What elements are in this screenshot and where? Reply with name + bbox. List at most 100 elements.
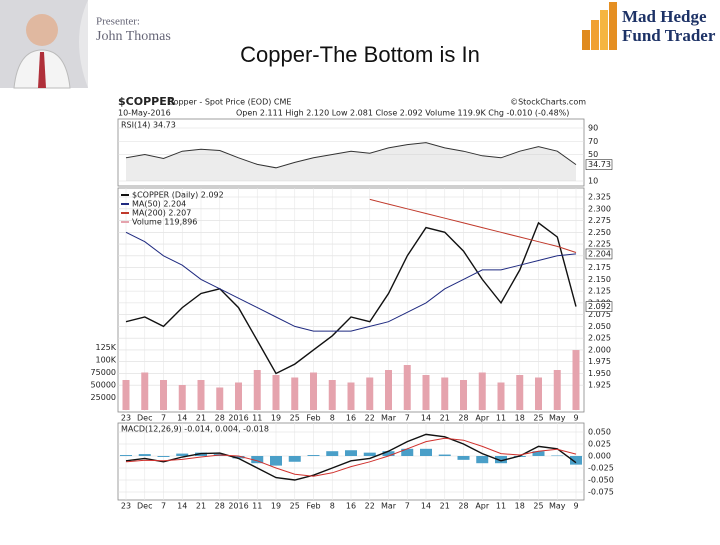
bar	[141, 372, 149, 410]
bar	[178, 385, 186, 410]
y-tick-label: 90	[588, 124, 598, 133]
value-marker-label: 34.73	[588, 160, 611, 169]
y-tick-label: -0.050	[588, 476, 614, 485]
y-tick-label: 0.025	[588, 440, 611, 449]
logo-mark	[582, 2, 617, 50]
x-tick-label: 11	[252, 502, 262, 511]
line	[125, 231, 577, 332]
bar	[495, 456, 507, 464]
x-tick-label: 25	[533, 502, 543, 511]
logo-line2: Fund Trader	[622, 26, 716, 45]
x-tick-label: 18	[515, 502, 525, 511]
x-tick-label: Mar	[381, 502, 397, 511]
bar	[253, 370, 261, 410]
x-tick-label: 7	[161, 502, 166, 511]
value-marker	[585, 159, 613, 170]
bar	[422, 375, 430, 410]
bar	[363, 452, 376, 456]
value-marker-label: 2.092	[588, 302, 611, 311]
legend-label: MA(50) 2.204	[132, 200, 186, 209]
y-tick-label: 2.050	[588, 322, 611, 331]
x-tick-label: Mar	[381, 414, 397, 423]
x-tick-label: 7	[405, 502, 410, 511]
panel-title: MACD(12,26,9) -0.014, 0.004, -0.018	[121, 425, 269, 434]
x-tick-label: 25	[533, 414, 543, 423]
y-tick-label: 2.225	[588, 240, 611, 249]
legend-label: MA(200) 2.207	[132, 209, 191, 218]
bar	[497, 382, 505, 410]
x-tick-label: 28	[215, 502, 225, 511]
bar	[326, 451, 339, 456]
chart-subtitle: Copper - Spot Price (EOD) CME	[168, 98, 291, 107]
bar	[553, 370, 561, 410]
y-tick-label: 25000	[91, 393, 116, 402]
x-tick-label: 18	[515, 414, 525, 423]
chart-quote: Open 2.111 High 2.120 Low 2.081 Close 2.…	[236, 109, 569, 118]
y-tick-label: 50	[588, 150, 598, 159]
bar	[195, 452, 207, 456]
x-tick-label: 7	[405, 414, 410, 423]
y-tick-label: 100K	[95, 356, 116, 365]
x-tick-label: 22	[365, 414, 375, 423]
x-tick-label: 22	[365, 502, 375, 511]
bar	[291, 377, 299, 410]
bar	[251, 456, 264, 464]
bar	[310, 372, 317, 410]
x-tick-label: Dec	[137, 502, 152, 511]
x-tick-label: 21	[196, 414, 206, 423]
bar	[385, 370, 392, 410]
legend-label: $COPPER (Daily) 2.092	[132, 191, 224, 200]
x-tick-label: 16	[346, 414, 356, 423]
x-tick-label: 7	[161, 414, 166, 423]
y-tick-label: 2.000	[588, 345, 611, 354]
x-tick-label: Apr	[475, 414, 490, 423]
x-tick-label: 28	[215, 414, 225, 423]
photo-head	[26, 14, 58, 46]
bar	[176, 453, 189, 456]
y-tick-label: 70	[588, 137, 598, 146]
bar	[328, 380, 336, 410]
line	[125, 437, 577, 477]
value-marker-label: 2.204	[588, 249, 611, 258]
logo-line1: Mad Hedge	[622, 7, 707, 26]
y-tick-label: 2.250	[588, 228, 611, 237]
y-tick-label: 2.125	[588, 287, 611, 296]
bar	[457, 456, 470, 460]
y-tick-label: 2.275	[588, 216, 611, 225]
x-tick-label: 8	[330, 502, 335, 511]
x-tick-label: 23	[121, 414, 131, 423]
bar	[122, 380, 130, 410]
y-tick-label: 2.300	[588, 204, 611, 213]
y-tick-label: 2.075	[588, 310, 611, 319]
presenter-label: Presenter:	[96, 16, 140, 28]
x-tick-label: 8	[330, 414, 335, 423]
y-tick-label: 2.175	[588, 263, 611, 272]
value-marker	[585, 248, 613, 260]
bar	[366, 377, 374, 410]
chart-source: ©StockCharts.com	[510, 98, 586, 107]
bar	[270, 456, 282, 466]
bar	[138, 454, 151, 456]
panel	[117, 118, 585, 187]
panel-title: RSI(14) 34.73	[121, 121, 176, 130]
x-tick-label: 25	[290, 414, 300, 423]
bar	[478, 372, 486, 410]
chart-symbol: $COPPER	[118, 95, 176, 108]
bar	[551, 455, 564, 457]
bar	[401, 448, 414, 456]
line	[369, 198, 577, 253]
bar	[570, 456, 582, 465]
chart-date: 10-May-2016	[118, 109, 171, 118]
bar	[345, 450, 357, 456]
legend-label: Volume 119,896	[132, 218, 197, 227]
bar	[160, 380, 167, 410]
photo-tie	[38, 52, 46, 88]
bar	[535, 377, 542, 410]
bar	[307, 455, 320, 456]
x-tick-label: May	[549, 502, 566, 511]
x-tick-label: 19	[271, 414, 281, 423]
presenter-name: John Thomas	[96, 29, 171, 44]
bar	[476, 456, 489, 464]
y-tick-label: 0.050	[588, 428, 611, 437]
